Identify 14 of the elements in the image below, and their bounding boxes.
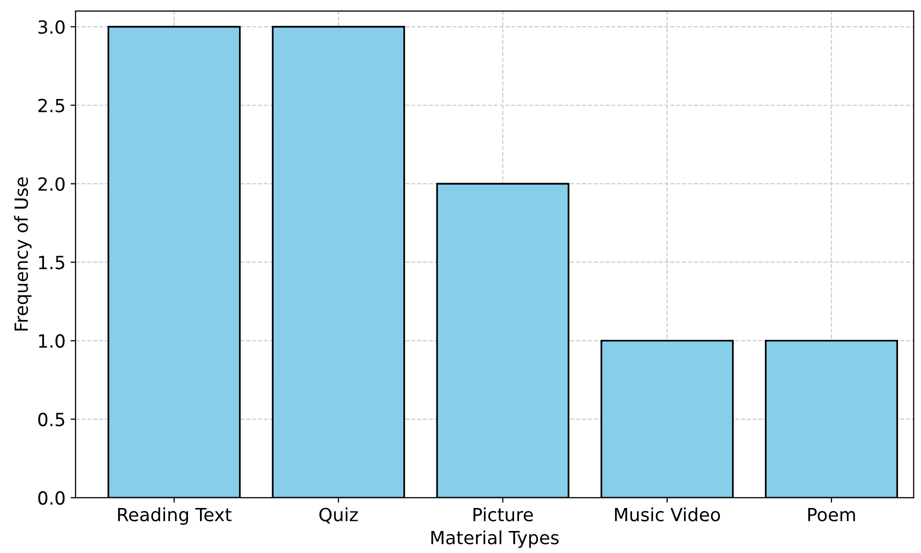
- y-tick-label: 0.0: [38, 491, 65, 505]
- x-axis-title: Material Types: [431, 530, 559, 548]
- x-tick-label: Quiz: [319, 507, 358, 524]
- x-tick-label: Picture: [474, 507, 533, 522]
- y-tick-label: 0.5: [38, 412, 64, 426]
- y-tick-label: 3.0: [38, 20, 65, 34]
- x-tick-label: Music Video: [615, 507, 720, 522]
- y-tick-label: 2.0: [38, 177, 65, 191]
- y-tick-label: 1.0: [39, 334, 65, 348]
- y-tick-label: 1.5: [39, 256, 64, 270]
- y-axis-title: Frequency of Use: [14, 177, 32, 331]
- x-tick-label: Reading Text: [118, 507, 232, 525]
- x-tick-label: Poem: [808, 508, 855, 522]
- y-tick-label: 2.5: [38, 98, 64, 112]
